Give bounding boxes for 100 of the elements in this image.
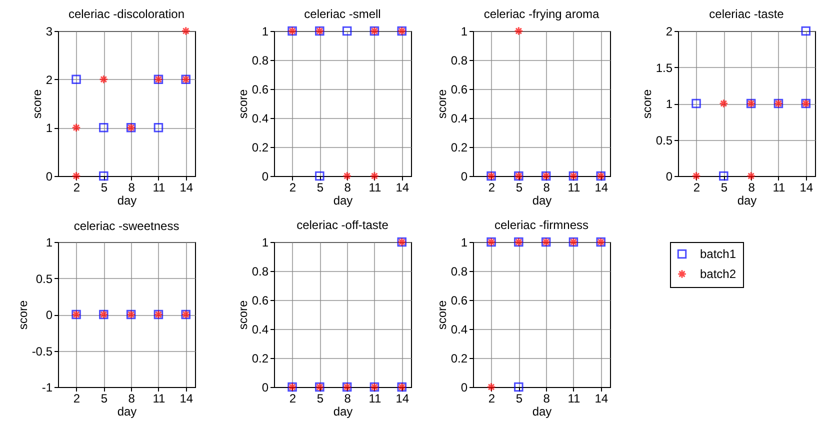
x-tick-label: 5 [720,180,728,194]
x-tick-label: 8 [128,180,136,194]
x-axis-title: day [532,194,552,208]
point [99,171,108,181]
y-tick-label: 0 [460,380,468,394]
x-axis-title: day [333,194,353,208]
y-tick-label: 0.6 [450,82,468,96]
y-tick-label: 0.5 [656,133,673,148]
x-tick-label: 8 [128,392,136,406]
x-axis-title: day [117,404,137,418]
chart-title: celeriac -firmness [494,218,589,232]
y-tick-label: 0 [46,170,53,184]
x-tick-label: 2 [73,180,80,194]
y-tick-label: -1 [42,380,53,394]
x-tick-label: 14 [180,180,194,194]
x-tick-label: 11 [152,180,166,194]
y-axis-title: score [16,300,30,330]
point [746,171,756,181]
x-tick-label: 2 [488,392,496,406]
x-tick-label: 5 [316,392,324,406]
y-tick-label: 0.6 [252,82,269,96]
y-tick-label: 0.2 [252,140,269,154]
chart-title: celeriac -taste [709,7,784,22]
point [719,98,728,108]
y-tick-label: 1 [262,236,269,250]
x-tick-label: 2 [73,392,80,406]
x-tick-label: 11 [368,180,382,194]
x-tick-label: 14 [396,392,410,406]
y-tick-label: 0 [262,380,269,394]
chart-title: celeriac -sweetness [74,219,180,233]
point [99,123,108,132]
y-tick-label: -0.5 [32,344,53,358]
x-tick-label: 5 [100,392,108,406]
y-tick-label: 0.4 [450,112,468,126]
y-axis-title: score [236,89,250,119]
y-tick-label: 3 [46,24,53,38]
chart-title: celeriac -discoloration [68,7,185,22]
y-tick-label: 0.4 [450,322,468,336]
x-axis-title: day [737,194,757,208]
point [72,171,81,181]
legend-label: batch2 [700,267,736,281]
y-tick-label: 1 [46,236,53,250]
y-tick-label: 0.8 [252,54,269,68]
x-tick-label: 8 [543,392,550,406]
point [72,123,81,132]
x-tick-label: 8 [344,180,352,194]
x-tick-label: 8 [543,180,550,194]
x-tick-label: 5 [516,180,523,194]
y-tick-label: 0.2 [252,352,269,366]
y-tick-label: 0.2 [450,140,468,154]
y-tick-label: 1 [460,24,468,38]
x-axis-title: day [532,404,552,418]
y-axis-title: score [434,89,449,119]
x-tick-label: 5 [316,180,324,194]
y-tick-label: 0.5 [36,272,53,286]
x-tick-label: 14 [594,180,608,194]
chart-title: celeriac -smell [304,7,381,22]
y-tick-label: 2 [666,24,673,38]
y-tick-label: 0 [666,170,673,184]
y-tick-label: 0 [46,308,53,322]
point [154,123,164,132]
y-tick-label: 0.4 [252,112,269,126]
x-axis-title: day [117,194,137,208]
y-tick-label: 0.6 [450,294,468,308]
y-axis-title: score [30,89,44,119]
y-tick-label: 0.4 [252,322,269,336]
point [181,26,190,36]
point [719,171,728,181]
y-tick-label: 1 [666,97,673,111]
y-tick-label: 0.8 [252,264,269,278]
x-tick-label: 5 [516,392,523,406]
x-tick-label: 14 [180,392,194,406]
point [692,98,701,108]
x-tick-label: 8 [344,392,352,406]
x-tick-label: 2 [289,180,296,194]
x-tick-label: 5 [100,180,108,194]
y-tick-label: 1.5 [656,60,673,75]
x-tick-label: 11 [368,392,382,406]
x-tick-label: 14 [594,392,608,406]
point [99,74,108,84]
y-axis-title: score [434,300,449,330]
y-tick-label: 0 [262,170,269,184]
y-tick-label: 2 [46,72,53,87]
x-tick-label: 14 [800,180,814,194]
chart-title: celeriac -frying aroma [484,7,600,22]
point [801,26,810,36]
x-tick-label: 8 [748,180,756,194]
y-tick-label: 0.6 [252,294,269,308]
x-axis-title: day [333,404,353,418]
y-tick-label: 1 [46,121,53,136]
y-tick-label: 0.2 [450,352,468,366]
y-tick-label: 0 [460,170,468,184]
legend-label: batch1 [700,247,736,261]
y-axis-title: score [236,300,250,330]
x-tick-label: 11 [152,392,166,406]
x-tick-label: 2 [289,392,296,406]
y-tick-label: 0.8 [450,264,468,278]
chart-title: celeriac -off-taste [296,218,389,232]
point [692,171,701,181]
x-tick-label: 2 [693,180,700,194]
